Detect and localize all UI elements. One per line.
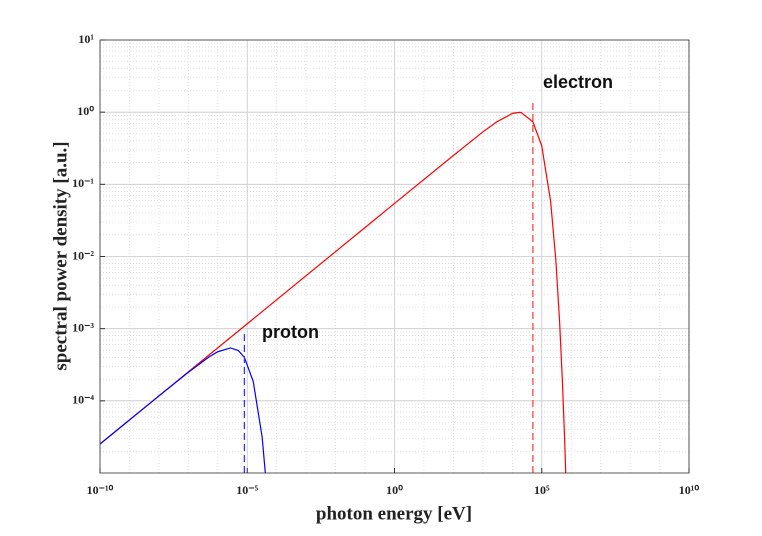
y-tick-label: 10⁻¹ [72, 176, 94, 190]
plot-lines [100, 99, 567, 473]
y-tick-label: 10⁻³ [72, 320, 94, 334]
x-tick-label: 10⁻¹⁰ [87, 483, 114, 497]
y-tick-label: 10¹ [78, 32, 94, 46]
x-tick-label: 10⁵ [534, 483, 550, 497]
y-tick-label: 10⁻² [72, 248, 94, 262]
ticks: 10⁻¹⁰ 10⁻⁵ 10⁰ 10⁵ 10¹⁰ 10⁻⁴ 10⁻³ 10⁻² 10⁻¹ 10⁰ 10… [72, 32, 699, 497]
series-annotation: proton [262, 322, 319, 342]
x-tick-label: 10⁰ [386, 483, 403, 497]
y-axis-label: spectral power density [a.u.] [50, 141, 71, 370]
series-annotation: electron [543, 72, 613, 92]
x-axis-label: photon energy [eV] [316, 503, 472, 524]
series-line [100, 111, 567, 473]
y-tick-label: 10⁰ [77, 104, 94, 118]
x-tick-label: 10⁻⁵ [236, 483, 258, 497]
series-line [100, 347, 266, 473]
y-tick-label: 10⁻⁴ [72, 393, 94, 407]
x-tick-label: 10¹⁰ [679, 483, 700, 497]
